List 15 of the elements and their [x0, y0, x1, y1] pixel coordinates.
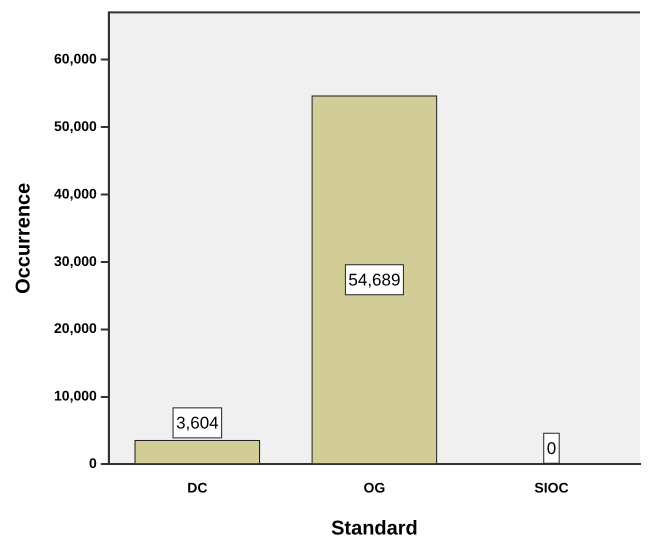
data-label: 0: [546, 438, 556, 458]
y-tick-label: 10,000: [54, 388, 98, 404]
data-label: 3,604: [176, 414, 219, 433]
y-tick-label: 0: [89, 455, 98, 472]
y-axis-title: Occurrence: [12, 182, 35, 294]
data-label: 54,689: [348, 270, 400, 290]
x-axis-title: Standard: [331, 518, 418, 540]
x-tick-label: SIOC: [534, 479, 569, 496]
x-tick-label: OG: [364, 479, 386, 496]
y-tick-label: 20,000: [54, 320, 98, 336]
y-tick-label: 40,000: [54, 185, 98, 202]
y-tick-label: 30,000: [54, 252, 98, 269]
x-tick-label: DC: [187, 479, 208, 496]
y-tick-label: 50,000: [54, 118, 98, 134]
y-tick-label: 60,000: [54, 50, 98, 66]
